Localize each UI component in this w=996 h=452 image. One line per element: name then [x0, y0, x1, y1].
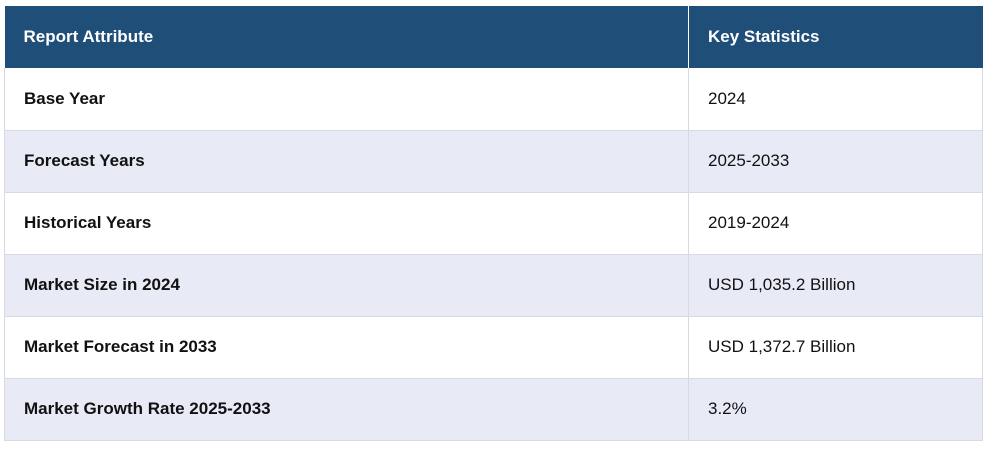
attribute-cell: Market Growth Rate 2025-2033 — [4, 378, 689, 441]
attribute-cell: Historical Years — [4, 192, 689, 255]
table-row: Market Forecast in 2033 USD 1,372.7 Bill… — [4, 316, 983, 379]
attribute-cell: Market Forecast in 2033 — [4, 316, 689, 379]
attribute-cell: Forecast Years — [4, 130, 689, 193]
report-table-container: Report Attribute Key Statistics Base Yea… — [4, 6, 983, 441]
value-cell: 2024 — [688, 68, 983, 131]
table-row: Base Year 2024 — [4, 68, 983, 131]
value-cell: 2019-2024 — [688, 192, 983, 255]
table-header: Report Attribute Key Statistics — [4, 6, 983, 68]
value-cell: USD 1,372.7 Billion — [688, 316, 983, 379]
header-key-statistics: Key Statistics — [688, 6, 983, 68]
table-row: Market Size in 2024 USD 1,035.2 Billion — [4, 254, 983, 317]
table-row: Market Growth Rate 2025-2033 3.2% — [4, 378, 983, 441]
table-body: Base Year 2024 Forecast Years 2025-2033 … — [4, 68, 983, 441]
table-row: Forecast Years 2025-2033 — [4, 130, 983, 193]
table-row: Historical Years 2019-2024 — [4, 192, 983, 255]
attribute-cell: Base Year — [4, 68, 689, 131]
attribute-cell: Market Size in 2024 — [4, 254, 689, 317]
value-cell: 3.2% — [688, 378, 983, 441]
report-attributes-table: Report Attribute Key Statistics Base Yea… — [4, 6, 983, 441]
header-report-attribute: Report Attribute — [4, 6, 689, 68]
value-cell: USD 1,035.2 Billion — [688, 254, 983, 317]
header-row: Report Attribute Key Statistics — [4, 6, 983, 68]
value-cell: 2025-2033 — [688, 130, 983, 193]
